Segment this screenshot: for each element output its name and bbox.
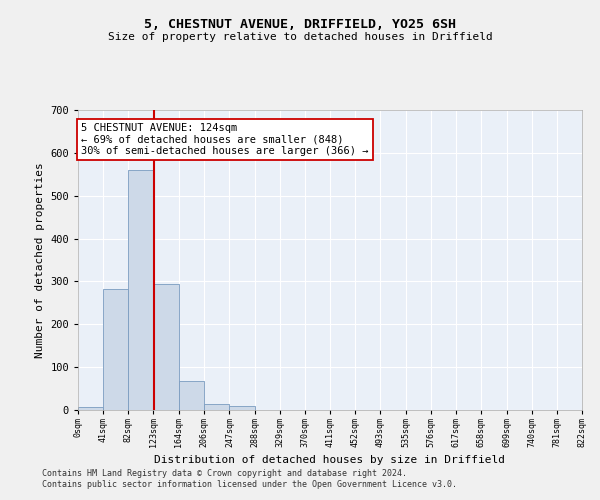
- Text: 5 CHESTNUT AVENUE: 124sqm
← 69% of detached houses are smaller (848)
30% of semi: 5 CHESTNUT AVENUE: 124sqm ← 69% of detac…: [81, 123, 368, 156]
- Text: 5, CHESTNUT AVENUE, DRIFFIELD, YO25 6SH: 5, CHESTNUT AVENUE, DRIFFIELD, YO25 6SH: [144, 18, 456, 30]
- Bar: [179, 381, 205, 410]
- Bar: [78, 406, 103, 410]
- Y-axis label: Number of detached properties: Number of detached properties: [35, 162, 44, 358]
- Bar: [128, 170, 154, 410]
- X-axis label: Distribution of detached houses by size in Driffield: Distribution of detached houses by size …: [155, 456, 505, 466]
- Bar: [103, 288, 128, 410]
- Text: Contains HM Land Registry data © Crown copyright and database right 2024.: Contains HM Land Registry data © Crown c…: [42, 468, 407, 477]
- Bar: [205, 404, 229, 410]
- Text: Contains public sector information licensed under the Open Government Licence v3: Contains public sector information licen…: [42, 480, 457, 489]
- Bar: [154, 284, 179, 410]
- Text: Size of property relative to detached houses in Driffield: Size of property relative to detached ho…: [107, 32, 493, 42]
- Bar: [229, 406, 254, 410]
